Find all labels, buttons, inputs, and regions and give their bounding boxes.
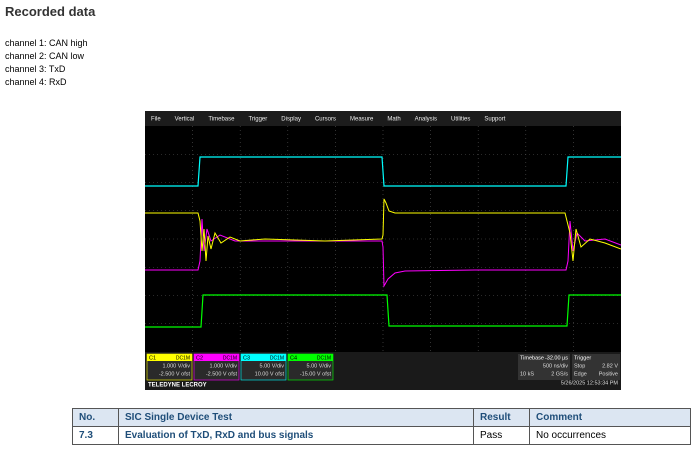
header-cell: No. bbox=[72, 408, 119, 427]
channel-scale: 1.000 V/div bbox=[162, 363, 190, 369]
brand: TELEDYNE LECROY bbox=[148, 383, 207, 389]
menu-item[interactable]: File bbox=[151, 117, 161, 123]
channel-label: C4 bbox=[290, 355, 297, 361]
menu-item[interactable]: Analysis bbox=[415, 117, 437, 123]
menu-bar bbox=[145, 111, 621, 126]
channel-label: C2 bbox=[196, 355, 203, 361]
channel-line: channel 2: CAN low bbox=[5, 51, 85, 61]
timebase-rate: 2 GS/s bbox=[551, 371, 568, 377]
timestamp: 5/26/2025 12:53:34 PM bbox=[561, 380, 619, 386]
trace-c1 bbox=[145, 198, 621, 262]
cell: No occurrences bbox=[529, 426, 691, 445]
trigger-type: Edge bbox=[574, 371, 587, 377]
channel-scale: 5.00 V/div bbox=[307, 363, 332, 369]
menu-item[interactable]: Support bbox=[484, 117, 505, 123]
channel-offset: -2.500 V ofst bbox=[206, 371, 238, 377]
channel-header bbox=[194, 354, 239, 361]
menu-item[interactable]: Vertical bbox=[175, 117, 195, 123]
channel-label: C3 bbox=[243, 355, 250, 361]
trigger-box bbox=[572, 354, 620, 380]
cell: Pass bbox=[473, 426, 530, 445]
menu-item[interactable]: Timebase bbox=[208, 117, 235, 123]
channel-header bbox=[241, 354, 286, 361]
header-cell: SIC Single Device Test bbox=[118, 408, 474, 427]
channel-header bbox=[147, 354, 192, 361]
trace-c2 bbox=[145, 218, 621, 288]
menu-item[interactable]: Display bbox=[281, 117, 301, 123]
channel-label: C1 bbox=[149, 355, 156, 361]
row: 7.3 Evaluation of TxD, RxD and bus signa… bbox=[72, 426, 691, 445]
trigger-label: Trigger bbox=[574, 355, 591, 361]
channel-line: channel 1: CAN high bbox=[5, 38, 88, 48]
channel-line: channel 4: RxD bbox=[5, 77, 67, 87]
menu-item[interactable]: Math bbox=[387, 117, 400, 123]
channel-offset: -15.00 V ofst bbox=[300, 371, 332, 377]
timebase-box bbox=[518, 354, 570, 380]
menu-item[interactable]: Cursors bbox=[315, 117, 336, 123]
timebase-value: -32.00 µs bbox=[545, 355, 568, 361]
timebase-samples: 10 kS bbox=[520, 371, 534, 377]
header-cell: Result bbox=[473, 408, 530, 427]
channel-coupling: DC1M bbox=[223, 355, 237, 361]
channel-line: channel 3: TxD bbox=[5, 64, 66, 74]
channel-scale: 5.00 V/div bbox=[260, 363, 285, 369]
trace-c3 bbox=[145, 156, 621, 187]
channel-coupling: DC1M bbox=[270, 355, 284, 361]
oscilloscope: Timebase -32.00 µs 500 ns/div 10 kS 2 GS… bbox=[145, 111, 621, 390]
trigger-slope: Positive bbox=[599, 371, 618, 377]
trace-c4 bbox=[145, 294, 621, 328]
channel-coupling: DC1M bbox=[176, 355, 190, 361]
menu-item[interactable]: Utilities bbox=[451, 117, 470, 123]
grid bbox=[145, 126, 621, 352]
menu-item[interactable]: Measure bbox=[350, 117, 374, 123]
timebase-per-div: 500 ns/div bbox=[543, 363, 568, 369]
menu-item[interactable]: Trigger bbox=[248, 117, 267, 123]
channel-offset: -2.500 V ofst bbox=[159, 371, 191, 377]
channel-scale: 1.000 V/div bbox=[209, 363, 237, 369]
channel-coupling: DC1M bbox=[317, 355, 331, 361]
cell: 7.3 bbox=[72, 426, 119, 445]
header-row: No. SIC Single Device Test Result Commen… bbox=[72, 408, 691, 427]
channel-header bbox=[288, 354, 333, 361]
trigger-level: 2.82 V bbox=[602, 363, 618, 369]
cell: Evaluation of TxD, RxD and bus signals bbox=[118, 426, 474, 445]
section-title: Recorded data bbox=[5, 4, 96, 19]
result-table: No. SIC Single Device Test Result Commen… bbox=[72, 408, 691, 445]
timebase-label: Timebase bbox=[520, 355, 544, 361]
channel-offset: 10.00 V ofst bbox=[255, 371, 285, 377]
trigger-mode: Stop bbox=[574, 363, 585, 369]
header-cell: Comment bbox=[529, 408, 691, 427]
